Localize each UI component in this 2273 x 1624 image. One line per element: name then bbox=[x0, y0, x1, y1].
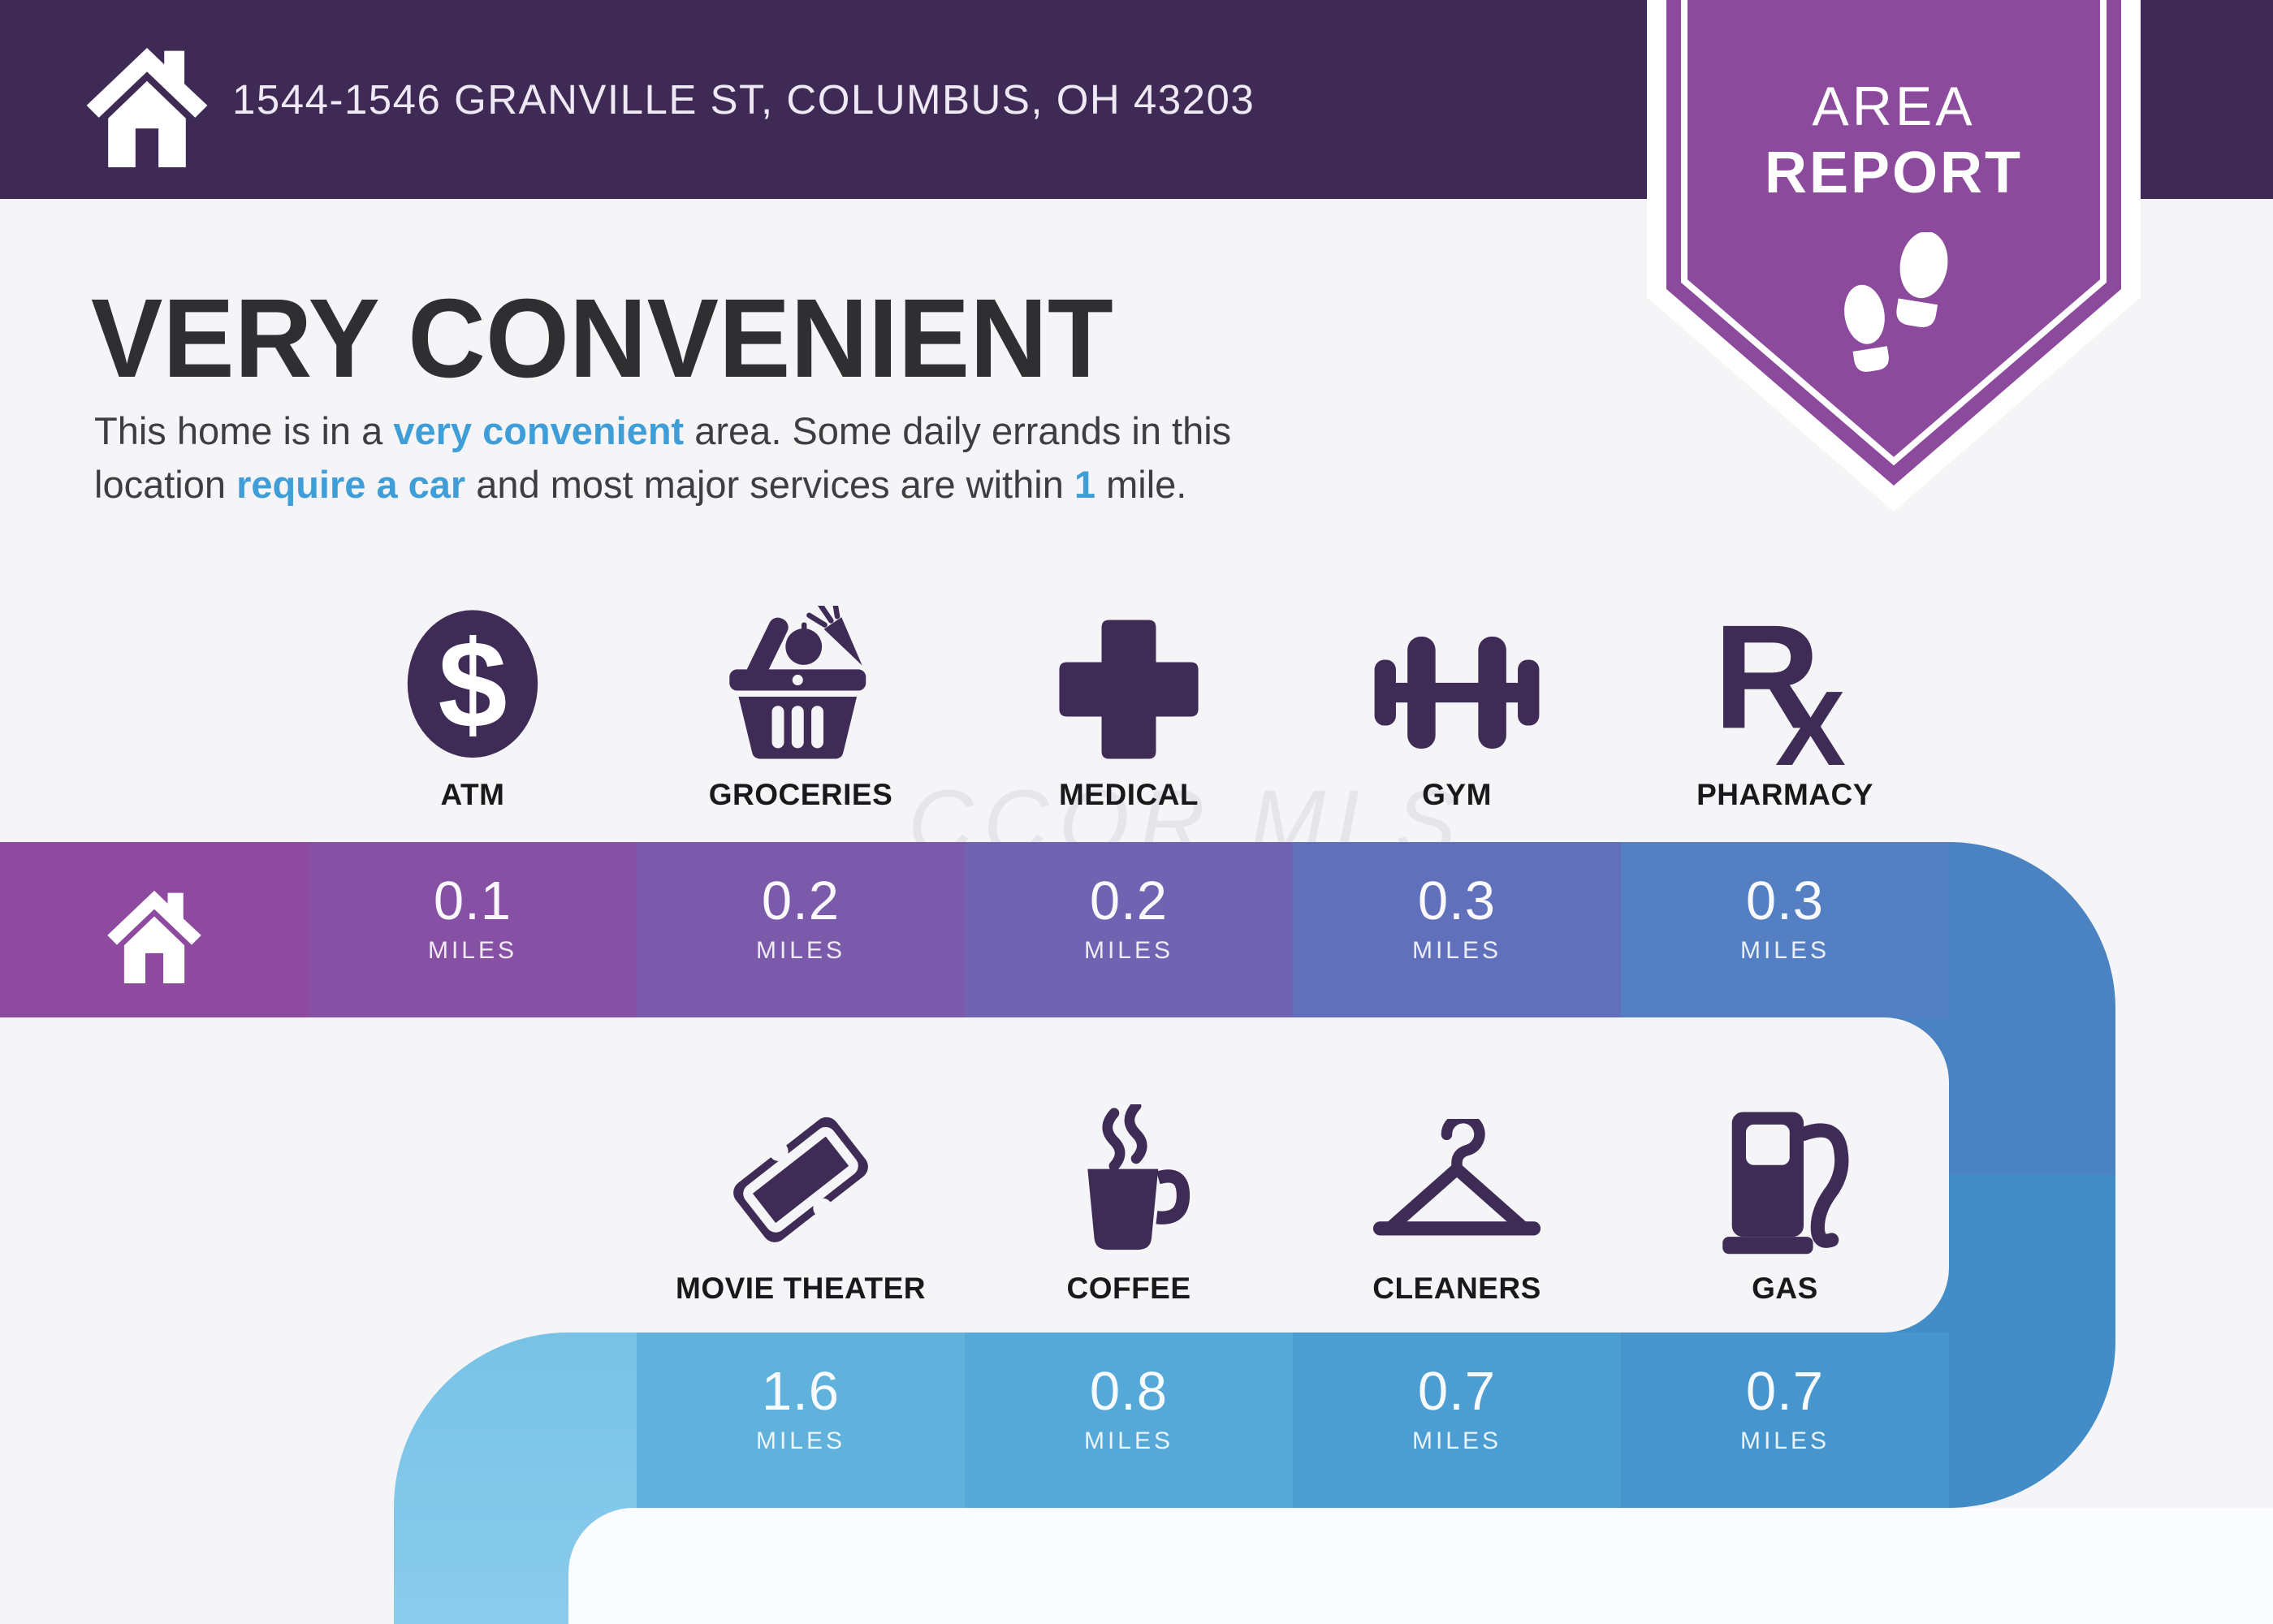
distance-unit: MILES bbox=[1411, 937, 1502, 964]
intro-highlight: very convenient bbox=[393, 409, 685, 452]
intro-segment: and most major services are within bbox=[465, 463, 1074, 506]
gym-icon bbox=[1374, 633, 1540, 752]
distance-value: 0.3 bbox=[1745, 870, 1825, 931]
poi-label: GROCERIES bbox=[708, 778, 893, 811]
distance-value: 0.2 bbox=[761, 870, 840, 931]
distance-segment-pharmacy: 0.3 MILES bbox=[1621, 842, 1949, 1017]
poi-gym: GYM bbox=[1293, 603, 1621, 812]
home-icon bbox=[98, 876, 210, 983]
distance-segment-gas: 0.7 MILES bbox=[1621, 1332, 1949, 1508]
poi-label: MOVIE THEATER bbox=[676, 1272, 926, 1305]
distance-unit: MILES bbox=[755, 937, 846, 964]
poi-gas: GAS bbox=[1621, 1096, 1949, 1306]
distance-segment-medical: 0.2 MILES bbox=[965, 842, 1293, 1017]
poi-cleaners: CLEANERS bbox=[1293, 1096, 1621, 1306]
distance-unit: MILES bbox=[427, 937, 518, 964]
pharmacy-icon bbox=[1710, 611, 1860, 765]
poi-medical: MEDICAL bbox=[965, 603, 1293, 812]
distance-unit: MILES bbox=[1739, 937, 1830, 964]
distance-value: 0.1 bbox=[433, 870, 512, 931]
groceries-icon bbox=[717, 606, 884, 765]
distance-segment-gym: 0.3 MILES bbox=[1293, 842, 1621, 1017]
poi-groceries: GROCERIES bbox=[637, 603, 965, 812]
poi-label: COFFEE bbox=[1066, 1272, 1191, 1305]
badge-line1: AREA bbox=[1812, 76, 1976, 137]
distance-segment-atm: 0.1 MILES bbox=[309, 842, 637, 1017]
poi-movie: MOVIE THEATER bbox=[637, 1096, 965, 1306]
atm-icon bbox=[400, 606, 546, 765]
poi-coffee: COFFEE bbox=[965, 1096, 1293, 1306]
poi-label: MEDICAL bbox=[1058, 778, 1199, 811]
distance-unit: MILES bbox=[1739, 1427, 1830, 1454]
cleaners-icon bbox=[1371, 1119, 1543, 1247]
distance-segment-cleaners: 0.7 MILES bbox=[1293, 1332, 1621, 1508]
distance-value: 0.8 bbox=[1089, 1361, 1169, 1422]
poi-label: GAS bbox=[1752, 1272, 1818, 1305]
intro-segment: location bbox=[94, 463, 237, 506]
distance-unit: MILES bbox=[1411, 1427, 1502, 1454]
distance-unit: MILES bbox=[755, 1427, 846, 1454]
path-right-curve bbox=[1949, 842, 2115, 1508]
home-icon bbox=[75, 29, 219, 167]
distance-segment-coffee: 0.8 MILES bbox=[965, 1332, 1293, 1508]
intro-segment: mile. bbox=[1095, 463, 1187, 506]
intro-highlight: 1 bbox=[1074, 463, 1096, 506]
property-address: 1544-1546 GRANVILLE ST, COLUMBUS, OH 432… bbox=[232, 76, 1255, 123]
poi-label: CLEANERS bbox=[1372, 1272, 1541, 1305]
distance-segment-movie: 1.6 MILES bbox=[637, 1332, 965, 1508]
intro-text: This home is in a very convenient area. … bbox=[94, 404, 1686, 512]
poi-label: PHARMACY bbox=[1696, 778, 1873, 811]
poi-pharmacy: PHARMACY bbox=[1621, 603, 1949, 812]
path-inner-corner bbox=[1884, 1268, 1949, 1332]
page-title: VERY CONVENIENT bbox=[91, 276, 1113, 401]
path-inner-corner bbox=[1884, 1017, 1949, 1082]
distance-value: 0.3 bbox=[1417, 870, 1497, 931]
distance-value: 0.2 bbox=[1089, 870, 1169, 931]
intro-highlight: require a car bbox=[236, 463, 466, 506]
area-report-badge bbox=[1647, 0, 2141, 512]
movie-ticket-icon bbox=[717, 1099, 884, 1259]
path-bottom-notch bbox=[568, 1508, 2273, 1624]
gas-icon bbox=[1707, 1103, 1863, 1259]
distance-value: 0.7 bbox=[1745, 1361, 1825, 1422]
distance-segment-groceries: 0.2 MILES bbox=[637, 842, 965, 1017]
poi-label: GYM bbox=[1422, 778, 1492, 811]
poi-label: ATM bbox=[440, 778, 505, 811]
intro-segment: This home is in a bbox=[94, 409, 394, 452]
distance-value: 1.6 bbox=[761, 1361, 840, 1422]
medical-icon bbox=[1053, 614, 1204, 765]
distance-unit: MILES bbox=[1083, 937, 1174, 964]
path-home-segment bbox=[0, 842, 309, 1017]
coffee-icon bbox=[1048, 1104, 1210, 1259]
poi-atm: ATM bbox=[309, 603, 637, 812]
intro-segment: area. Some daily errands in this bbox=[684, 409, 1232, 452]
distance-value: 0.7 bbox=[1417, 1361, 1497, 1422]
badge-line2: REPORT bbox=[1764, 140, 2024, 205]
distance-unit: MILES bbox=[1083, 1427, 1174, 1454]
